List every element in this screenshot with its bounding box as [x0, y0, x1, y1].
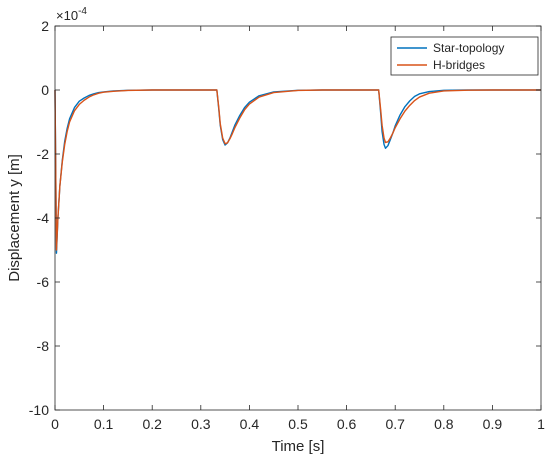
legend: Star-topology H-bridges: [390, 36, 539, 76]
x-tick-label: 0.9: [483, 416, 503, 432]
y-tick-label: 0: [41, 82, 49, 98]
x-tick-label: 0.5: [288, 416, 308, 432]
x-tick-label: 0.3: [191, 416, 211, 432]
y-tick-label: -10: [29, 402, 49, 418]
y-axis-exponent-base: ×10: [56, 8, 78, 23]
legend-box: [390, 36, 539, 76]
y-tick-label: -4: [37, 210, 50, 226]
plot-background: [55, 26, 541, 410]
x-tick-label: 0.6: [337, 416, 357, 432]
x-tick-label: 0: [51, 416, 59, 432]
x-tick-label: 1: [537, 416, 545, 432]
y-axis-exponent-power: -4: [78, 6, 87, 17]
y-axis-label: Displacement y [m]: [6, 154, 23, 282]
y-tick-label: -6: [37, 274, 50, 290]
ticks-layer: 0 0.1 0.2 0.3 0.4 0.5 0.6 0.7 0.8 0.9 1 2 0 -2 -4 -6 -8 -…: [29, 18, 545, 432]
x-tick-label: 0.1: [94, 416, 114, 432]
x-tick-label: 0.2: [142, 416, 162, 432]
x-tick-label: 0.4: [240, 416, 260, 432]
legend-entry-h-bridges: H-bridges: [433, 58, 485, 72]
legend-entry-star-topology: Star-topology: [433, 41, 504, 55]
x-tick-label: 0.8: [434, 416, 454, 432]
y-tick-label: 2: [41, 18, 49, 34]
x-tick-label: 0.7: [385, 416, 405, 432]
y-tick-label: -8: [37, 338, 50, 354]
y-axis-exponent: ×10-4: [56, 6, 87, 23]
plot-area: [55, 26, 541, 410]
series-line-star-topology: [54, 89, 541, 254]
y-tick-label: -2: [37, 146, 50, 162]
series-line-h-bridges: [54, 89, 541, 251]
x-axis-label: Time [s]: [272, 438, 325, 455]
series-layer: [54, 89, 541, 254]
